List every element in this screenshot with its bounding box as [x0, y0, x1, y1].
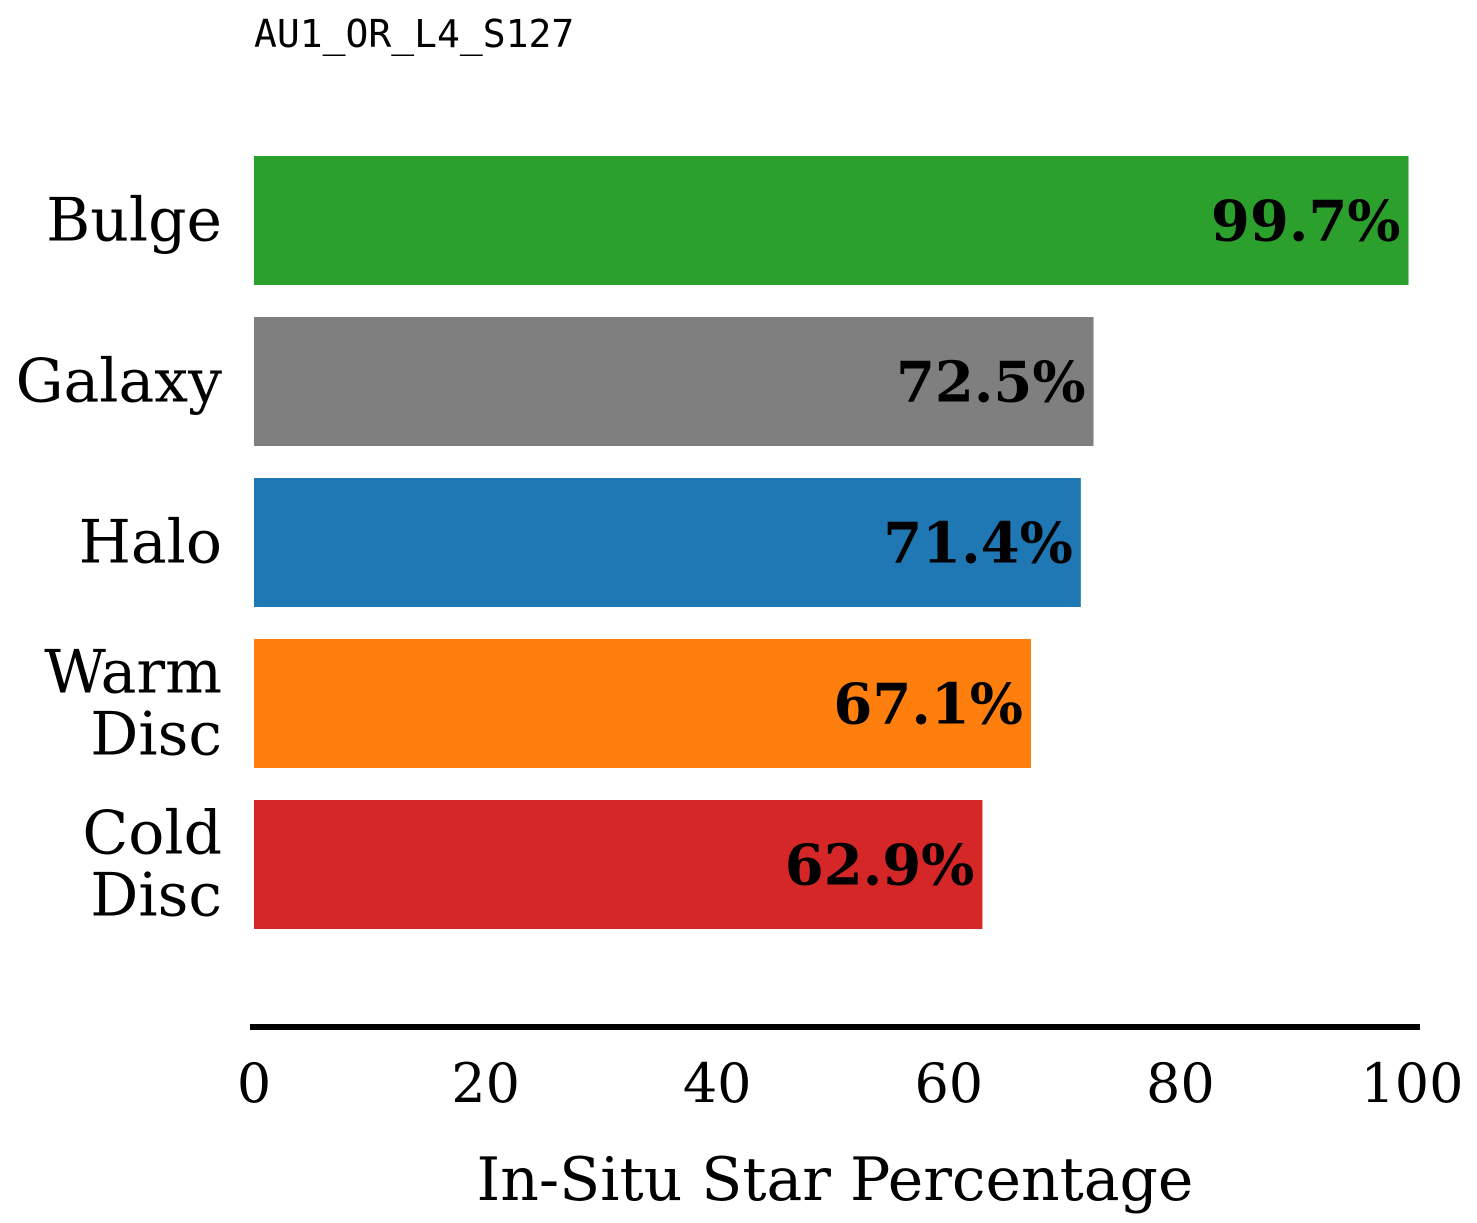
x-tick-label-3: 60	[914, 1052, 983, 1115]
chart-title: AU1_OR_L4_S127	[254, 12, 574, 57]
category-label-3-line-1: Disc	[90, 700, 222, 770]
bar-3	[254, 639, 1032, 768]
bar-1	[254, 317, 1094, 446]
x-tick-label-4: 80	[1146, 1052, 1215, 1115]
x-tick-label-1: 20	[451, 1052, 520, 1115]
bar-0	[254, 156, 1409, 285]
category-label-2-line-0: Halo	[79, 508, 222, 578]
category-label-1-line-0: Galaxy	[16, 347, 223, 417]
bar-4	[254, 800, 983, 929]
x-tick-label-2: 40	[683, 1052, 752, 1115]
value-label-3: 67.1%	[833, 672, 1023, 738]
bar-2	[254, 478, 1081, 607]
value-label-0: 99.7%	[1211, 189, 1401, 255]
category-label-0-line-0: Bulge	[46, 186, 222, 256]
value-label-2: 71.4%	[883, 511, 1073, 577]
value-label-1: 72.5%	[896, 350, 1086, 416]
x-tick-labels: 0 20 40 60 80 100	[237, 1052, 1464, 1115]
x-tick-label-0: 0	[237, 1052, 271, 1115]
bars-layer	[254, 156, 1409, 929]
category-label-4-line-0: Cold	[82, 799, 222, 869]
value-labels: 99.7% 72.5% 71.4% 67.1% 62.9%	[785, 189, 1401, 899]
value-label-4: 62.9%	[785, 833, 975, 899]
category-label-3-line-0: Warm	[44, 638, 222, 708]
x-axis-label: In-Situ Star Percentage	[477, 1145, 1194, 1215]
category-label-4-line-1: Disc	[90, 861, 222, 931]
x-tick-label-5: 100	[1360, 1052, 1463, 1115]
